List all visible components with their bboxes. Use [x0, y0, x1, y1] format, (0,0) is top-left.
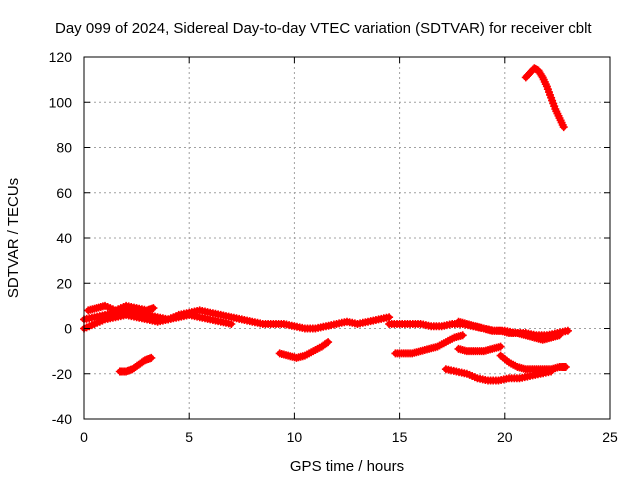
series-track-6	[115, 353, 156, 376]
series-track-5	[454, 317, 564, 344]
y-tick-label: -40	[52, 411, 72, 427]
series-track-10	[454, 342, 505, 356]
x-tick-label: 5	[185, 429, 193, 445]
series-track-11	[496, 351, 570, 374]
y-tick-label: 100	[49, 94, 73, 110]
data-point	[561, 363, 570, 371]
y-tick-label: -20	[52, 366, 72, 382]
series-track-9	[441, 365, 556, 385]
x-tick-label: 25	[602, 429, 618, 445]
y-tick-label: 80	[56, 140, 72, 156]
y-axis-title: SDTVAR / TECUs	[5, 178, 22, 298]
data-point	[458, 331, 467, 340]
data-point	[559, 123, 568, 132]
data-point	[385, 313, 394, 322]
x-axis-title: GPS time / hours	[290, 458, 404, 475]
x-tick-label: 15	[392, 429, 408, 445]
x-tick-label: 20	[497, 429, 513, 445]
y-tick-label: 0	[64, 321, 72, 337]
series-track-3	[84, 301, 158, 315]
data-marks	[80, 64, 572, 385]
data-point	[324, 338, 333, 347]
series-track-7	[275, 338, 333, 362]
series-track-8	[391, 331, 467, 358]
series-track-12	[521, 64, 568, 132]
y-tick-label: 40	[56, 230, 72, 246]
chart-title: Day 099 of 2024, Sidereal Day-to-day VTE…	[55, 20, 592, 37]
data-point	[322, 339, 331, 348]
y-tick-label: 20	[56, 275, 72, 291]
axis-ticks: 0 5 10 15 20 25 -40 -20 0 20 40 60 80 100 120	[49, 49, 618, 445]
data-point	[147, 353, 156, 362]
data-point	[496, 342, 505, 351]
data-point	[149, 304, 158, 313]
data-point	[563, 326, 572, 335]
data-point	[227, 320, 236, 328]
data-point	[555, 331, 564, 340]
x-tick-label: 0	[80, 429, 88, 445]
y-tick-label: 60	[56, 185, 72, 201]
y-tick-label: 120	[49, 49, 73, 65]
x-tick-label: 10	[287, 429, 303, 445]
